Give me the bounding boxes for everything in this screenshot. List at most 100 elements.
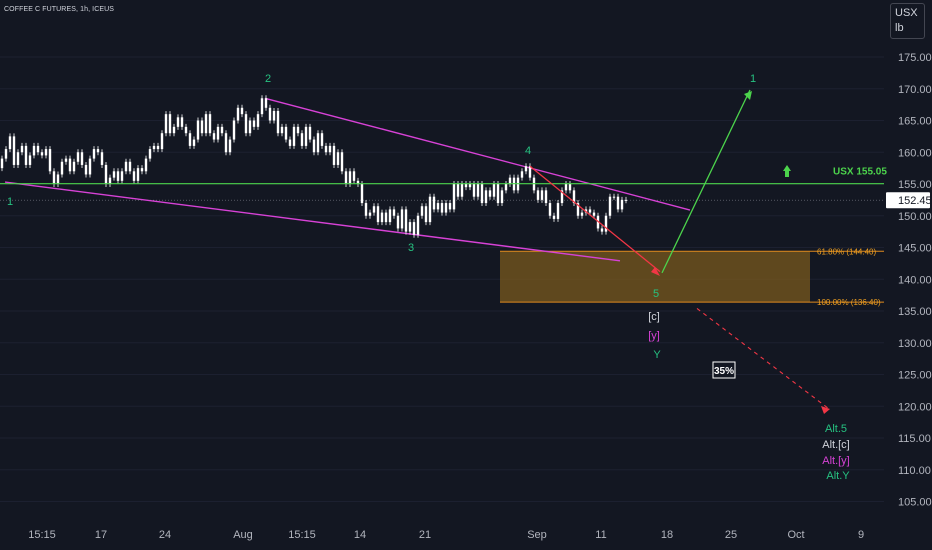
candle-body <box>348 171 352 184</box>
candle-body <box>208 114 212 134</box>
candle-body <box>412 222 416 235</box>
candle-body <box>212 133 216 140</box>
candle-body <box>28 155 32 165</box>
channel-upper-line <box>264 97 691 211</box>
candle-body <box>48 149 52 172</box>
candle-body <box>176 117 180 127</box>
y-tick-label: 125.00 <box>898 370 932 382</box>
candle-body <box>328 145 332 153</box>
price-candles <box>0 95 628 238</box>
candle-body <box>272 110 276 121</box>
candle-body <box>592 212 596 216</box>
gridlines <box>0 56 884 502</box>
candle-body <box>460 184 464 197</box>
candle-body <box>600 228 604 232</box>
candle-body <box>440 203 444 213</box>
y-tick-label: 165.00 <box>898 116 932 128</box>
unit-selector[interactable]: USX lb <box>890 3 925 39</box>
candle-body <box>352 171 356 181</box>
candle-body <box>8 136 12 150</box>
price-axis[interactable]: 175.00 170.00 165.00 160.00 155.00 150.00 145.… <box>886 52 932 509</box>
candle-body <box>300 133 304 146</box>
candle-body <box>552 215 556 219</box>
candle-body <box>252 120 256 127</box>
x-tick-label: 11 <box>595 529 606 541</box>
candle-body <box>576 203 580 216</box>
candle-body <box>604 215 608 232</box>
x-tick-label: 17 <box>95 529 107 541</box>
candle-body <box>336 152 340 165</box>
candle-body <box>256 114 260 127</box>
candle-body <box>264 98 268 108</box>
candle-body <box>432 196 436 210</box>
candle-body <box>292 126 296 146</box>
candle-body <box>32 145 36 156</box>
candle-body <box>288 139 292 146</box>
wave-label-1-start: 1 <box>7 196 13 208</box>
y-tick-label: 130.00 <box>898 338 932 350</box>
candle-body <box>456 184 460 197</box>
y-tick-label: 120.00 <box>898 401 932 413</box>
y-tick-label: 170.00 <box>898 84 932 96</box>
candle-body <box>508 177 512 184</box>
fib-upper-label: 61.80% (144.40) <box>817 247 876 256</box>
candle-body <box>248 120 252 134</box>
candle-body <box>528 166 532 178</box>
channel-lower-line <box>4 181 621 262</box>
alt-projection-line <box>696 308 829 409</box>
candle-body <box>60 161 64 175</box>
candle-body <box>332 145 336 165</box>
candle-body <box>168 114 172 134</box>
candle-body <box>44 149 48 156</box>
candle-body <box>316 133 320 153</box>
alt-label-y-bracket: Alt.[y] <box>822 455 850 467</box>
wave-label-c: [c] <box>648 311 660 323</box>
candle-body <box>36 145 40 153</box>
wave-label-5: 5 <box>653 288 659 300</box>
candle-body <box>40 152 44 156</box>
alt-label-c: Alt.[c] <box>822 439 850 451</box>
candle-body <box>148 149 152 159</box>
candle-body <box>100 152 104 165</box>
candle-body <box>260 98 264 115</box>
candle-body <box>368 212 372 216</box>
candle-body <box>216 126 220 140</box>
wave-label-y-bracket: [y] <box>648 330 660 342</box>
candle-body <box>484 190 488 204</box>
candle-body <box>20 145 24 153</box>
y-tick-label: 140.00 <box>898 274 932 286</box>
candle-body <box>280 126 284 134</box>
candle-body <box>380 212 384 223</box>
candle-body <box>416 215 420 235</box>
candle-body <box>96 149 100 153</box>
x-tick-label: 14 <box>354 529 366 541</box>
candle-body <box>72 161 76 172</box>
candle-body <box>404 209 408 232</box>
y-tick-label: 105.00 <box>898 497 932 509</box>
candle-body <box>228 139 232 153</box>
candle-body <box>224 133 228 153</box>
unit-currency: USX <box>895 7 918 19</box>
wave1-projection-line <box>661 89 751 274</box>
candle-body <box>84 164 88 175</box>
candle-body <box>480 184 484 204</box>
candle-body <box>24 145 28 165</box>
candle-body <box>488 190 492 197</box>
unit-measure: lb <box>895 22 904 34</box>
candle-body <box>620 199 624 210</box>
time-axis[interactable]: 15:15 17 24 Aug 15:15 14 21 Sep 11 18 25 Oct 9 <box>28 529 864 541</box>
x-tick-label: 15:15 <box>288 529 316 541</box>
candle-body <box>152 145 156 150</box>
candle-body <box>56 174 60 184</box>
candle-body <box>588 209 592 213</box>
candle-body <box>156 145 160 150</box>
wave-channel <box>4 97 691 262</box>
candle-body <box>232 120 236 140</box>
candle-body <box>324 145 328 153</box>
candle-body <box>312 139 316 153</box>
candle-body <box>320 133 324 146</box>
candle-body <box>624 199 628 201</box>
candle-body <box>376 206 380 223</box>
candle-body <box>244 114 248 134</box>
